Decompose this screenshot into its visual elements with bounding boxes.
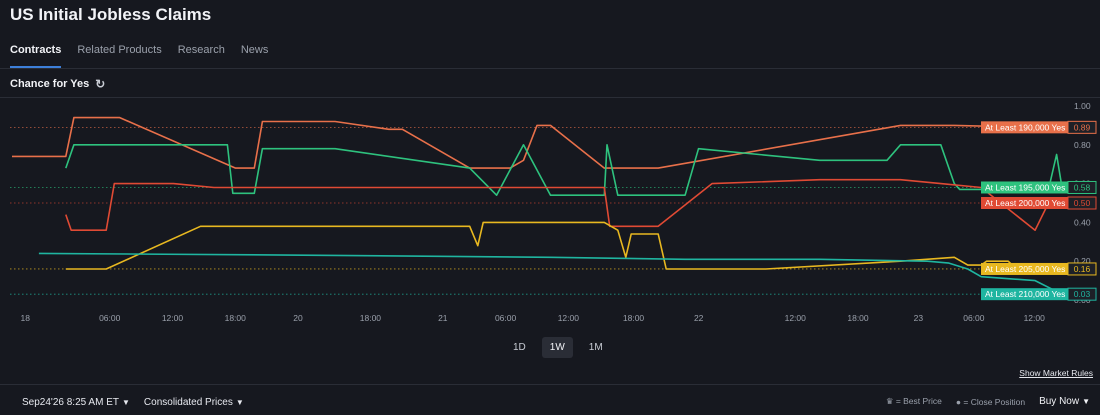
series-badge	[981, 121, 1068, 134]
datetime-label: Sep24'26 8:25 AM ET	[22, 397, 119, 408]
series-value-label: 0.16	[1074, 264, 1091, 274]
close-position-icon: ●	[955, 396, 962, 407]
tab-related-products[interactable]: Related Products	[77, 44, 162, 56]
price-chart[interactable]: 1.000.800.600.400.200.001806:0012:0018:0…	[0, 98, 1100, 330]
series-badge-label: At Least 195,000 Yes	[985, 182, 1065, 192]
chevron-down-icon: ▼	[235, 398, 244, 407]
series-line	[38, 252, 1063, 295]
series-value-label: 0.03	[1074, 289, 1091, 299]
x-tick-label: 06:00	[99, 313, 121, 323]
x-tick-label: 18:00	[360, 313, 382, 323]
buy-now-dropdown[interactable]: Buy Now ▼	[1039, 396, 1090, 407]
page-title: US Initial Jobless Claims	[10, 5, 212, 24]
pricing-dropdown[interactable]: Consolidated Prices ▼	[144, 397, 244, 408]
x-tick-label: 12:00	[1024, 313, 1046, 323]
best-price-label: = Best Price	[895, 396, 942, 406]
range-1m-button[interactable]: 1M	[588, 342, 603, 353]
series-badge-label: At Least 205,000 Yes	[985, 264, 1065, 274]
chance-header: Chance for Yes ↻	[10, 77, 105, 91]
refresh-icon[interactable]: ↻	[95, 77, 106, 91]
series-value-label: 0.58	[1074, 182, 1091, 192]
y-tick-label: 0.40	[1074, 217, 1091, 227]
chevron-down-icon: ▼	[1082, 397, 1090, 406]
tab-research[interactable]: Research	[177, 44, 225, 56]
crown-icon: ♛	[885, 396, 894, 406]
y-tick-label: 1.00	[1074, 101, 1091, 111]
show-market-rules-link[interactable]: Show Market Rules	[1019, 368, 1093, 378]
best-price-legend: ♛ = Best Price	[886, 396, 942, 407]
range-1d-button[interactable]: 1D	[513, 342, 526, 353]
x-tick-label: 12:00	[558, 313, 580, 323]
footer-divider	[0, 384, 1100, 385]
footer-controls: Sep24'26 8:25 AM ET ▼ Consolidated Prices…	[22, 397, 244, 408]
chevron-down-icon: ▼	[121, 398, 130, 407]
x-tick-label: 18:00	[847, 313, 869, 323]
series-value-box	[1067, 287, 1097, 301]
series-line	[12, 116, 1062, 169]
y-tick-label: 0.20	[1074, 256, 1091, 266]
x-tick-label: 12:00	[162, 313, 184, 323]
x-tick-label: 06:00	[963, 313, 985, 323]
x-tick-label: 18	[21, 313, 31, 323]
x-tick-label: 20	[293, 313, 303, 323]
x-tick-label: 18:00	[225, 313, 247, 323]
x-tick-label: 06:00	[495, 313, 517, 323]
series-value-label: 0.50	[1074, 198, 1091, 208]
series-value-box	[1067, 196, 1097, 210]
range-selector: 1D 1W 1M	[505, 337, 611, 358]
x-tick-label: 21	[438, 313, 448, 323]
series-badge	[981, 262, 1068, 275]
x-tick-label: 22	[694, 313, 704, 323]
x-tick-label: 23	[914, 313, 924, 323]
x-tick-label: 18:00	[623, 313, 645, 323]
chart-divider	[0, 97, 1100, 98]
series-line	[65, 178, 1050, 231]
series-value-box	[1067, 262, 1097, 276]
series-badge	[981, 288, 1068, 301]
tabs-divider	[0, 68, 1100, 69]
series-line	[65, 221, 1062, 270]
series-badge-label: At Least 200,000 Yes	[985, 198, 1065, 208]
series-value-box	[1067, 180, 1097, 194]
x-tick-label: 12:00	[785, 313, 807, 323]
tab-contracts[interactable]: Contracts	[10, 44, 62, 68]
series-badge	[981, 181, 1068, 194]
tab-news[interactable]: News	[240, 44, 269, 56]
pricing-label: Consolidated Prices	[143, 397, 233, 408]
series-value-box	[1067, 120, 1097, 134]
y-tick-label: 0.80	[1074, 140, 1091, 150]
series-value-label: 0.89	[1074, 122, 1091, 132]
series-badge-label: At Least 210,000 Yes	[985, 289, 1065, 299]
range-1w-button[interactable]: 1W	[541, 337, 573, 358]
footer-legend: ♛ = Best Price ● = Close Position Buy No…	[886, 396, 1090, 407]
buy-now-label: Buy Now	[1039, 396, 1080, 407]
chance-label: Chance for Yes	[10, 78, 90, 90]
series-badge	[981, 197, 1068, 209]
close-position-label: = Close Position	[963, 396, 1026, 407]
tab-bar: Contracts Related Products Research News	[10, 44, 268, 68]
close-position-legend: ● = Close Position	[956, 397, 1025, 407]
series-badge-label: At Least 190,000 Yes	[985, 122, 1065, 132]
datetime-dropdown[interactable]: Sep24'26 8:25 AM ET ▼	[22, 397, 130, 408]
